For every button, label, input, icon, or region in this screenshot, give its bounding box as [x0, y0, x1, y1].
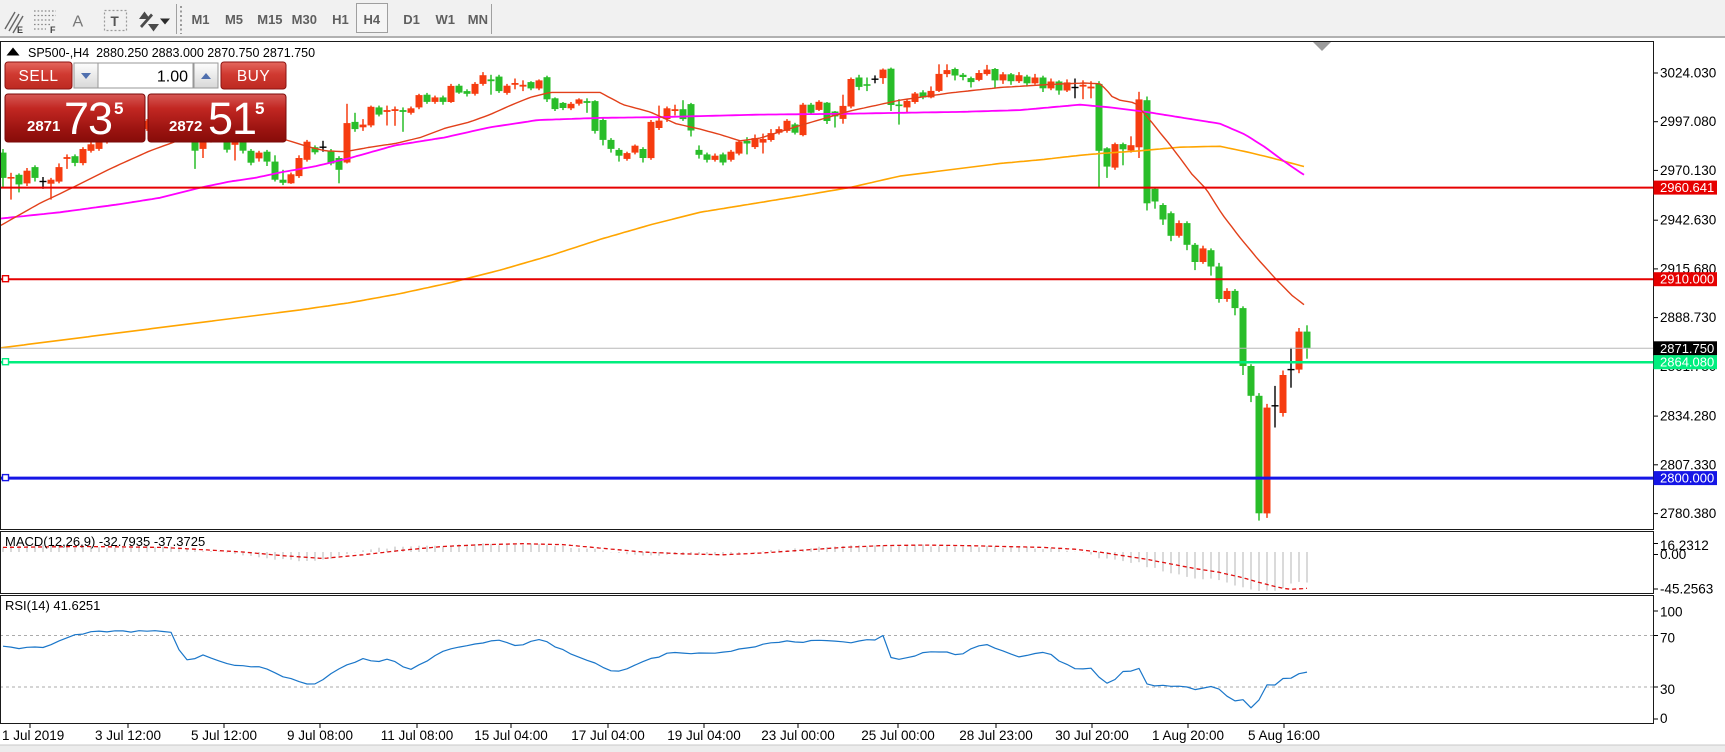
- svg-text:2997.080: 2997.080: [1660, 114, 1716, 129]
- svg-text:5: 5: [114, 99, 123, 118]
- svg-text:5 Jul 12:00: 5 Jul 12:00: [191, 728, 257, 743]
- svg-text:2871.750: 2871.750: [1660, 341, 1714, 356]
- svg-text:2872: 2872: [169, 118, 202, 135]
- svg-text:9 Jul 08:00: 9 Jul 08:00: [287, 728, 353, 743]
- svg-text:0: 0: [1660, 711, 1668, 726]
- svg-text:T: T: [111, 14, 120, 29]
- svg-text:16.2312: 16.2312: [1660, 538, 1709, 553]
- svg-text:SELL: SELL: [19, 68, 59, 85]
- svg-text:2864.080: 2864.080: [1660, 355, 1714, 370]
- svg-text:SP500-,H4 2880.250 2883.000 2: SP500-,H4 2880.250 2883.000 2870.750 287…: [28, 46, 315, 60]
- svg-text:100: 100: [1660, 605, 1683, 620]
- svg-text:MACD(12,26,9) -32.7935 -37.372: MACD(12,26,9) -32.7935 -37.3725: [5, 534, 205, 549]
- svg-text:2834.280: 2834.280: [1660, 409, 1716, 424]
- svg-text:M5: M5: [225, 12, 243, 27]
- svg-text:0.00: 0.00: [1660, 547, 1686, 562]
- svg-text:2942.630: 2942.630: [1660, 213, 1716, 228]
- svg-text:2888.730: 2888.730: [1660, 310, 1716, 325]
- svg-text:W1: W1: [435, 12, 455, 27]
- svg-text:1.00: 1.00: [157, 69, 188, 86]
- svg-text:H4: H4: [363, 12, 380, 27]
- svg-text:E: E: [17, 25, 23, 35]
- svg-text:M1: M1: [191, 12, 209, 27]
- svg-text:2780.380: 2780.380: [1660, 506, 1716, 521]
- svg-text:2871: 2871: [27, 118, 60, 135]
- svg-text:5: 5: [255, 99, 264, 118]
- svg-text:BUY: BUY: [237, 68, 270, 85]
- svg-text:5 Aug 16:00: 5 Aug 16:00: [1248, 728, 1320, 743]
- svg-text:3 Jul 12:00: 3 Jul 12:00: [95, 728, 161, 743]
- svg-text:2800.000: 2800.000: [1660, 471, 1714, 486]
- svg-text:2960.641: 2960.641: [1660, 180, 1714, 195]
- svg-text:2910.000: 2910.000: [1660, 272, 1714, 287]
- svg-text:3024.030: 3024.030: [1660, 66, 1716, 81]
- svg-text:1 Jul 2019: 1 Jul 2019: [2, 728, 64, 743]
- svg-text:19 Jul 04:00: 19 Jul 04:00: [667, 728, 741, 743]
- svg-text:15 Jul 04:00: 15 Jul 04:00: [474, 728, 548, 743]
- svg-text:2807.330: 2807.330: [1660, 457, 1716, 472]
- svg-text:23 Jul 00:00: 23 Jul 00:00: [761, 728, 835, 743]
- svg-text:-45.2563: -45.2563: [1660, 582, 1713, 597]
- svg-text:73: 73: [64, 93, 112, 144]
- svg-text:30: 30: [1660, 682, 1675, 697]
- svg-text:30 Jul 20:00: 30 Jul 20:00: [1055, 728, 1129, 743]
- svg-text:M30: M30: [292, 12, 317, 27]
- svg-text:25 Jul 00:00: 25 Jul 00:00: [861, 728, 935, 743]
- svg-text:28 Jul 23:00: 28 Jul 23:00: [959, 728, 1033, 743]
- svg-text:H1: H1: [332, 12, 349, 27]
- svg-text:MN: MN: [468, 12, 488, 27]
- svg-text:11 Jul 08:00: 11 Jul 08:00: [381, 728, 454, 743]
- svg-text:70: 70: [1660, 631, 1675, 646]
- svg-text:RSI(14) 41.6251: RSI(14) 41.6251: [5, 598, 100, 613]
- svg-text:M15: M15: [257, 12, 282, 27]
- svg-text:F: F: [50, 25, 56, 35]
- svg-text:A: A: [73, 14, 84, 31]
- svg-text:17 Jul 04:00: 17 Jul 04:00: [571, 728, 645, 743]
- svg-text:D1: D1: [403, 12, 420, 27]
- svg-text:1 Aug 20:00: 1 Aug 20:00: [1152, 728, 1224, 743]
- svg-text:2970.130: 2970.130: [1660, 163, 1716, 178]
- svg-text:51: 51: [208, 93, 256, 144]
